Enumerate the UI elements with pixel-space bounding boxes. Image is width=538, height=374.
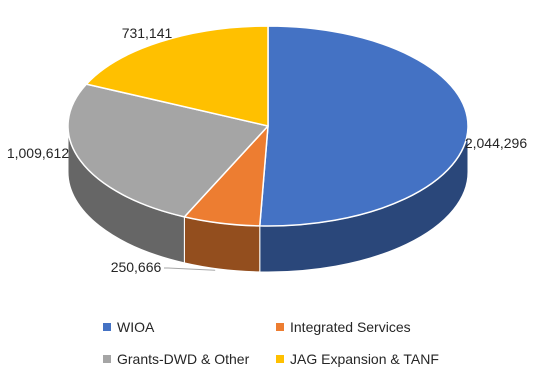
data-label-jag-expansion: 731,141 [122,25,173,41]
data-label-wioa: 2,044,296 [465,135,527,151]
pie-slice-grants-dwd [67,83,269,218]
leader-lines [164,267,216,271]
pie-sides [67,125,469,273]
pie-slice-wioa [259,25,469,227]
pie-tops [67,25,469,227]
data-label-grants-dwd: 1,009,612 [7,145,69,161]
data-labels: 2,044,296 250,666 1,009,612 731,141 [7,25,527,275]
leader-line-integrated-services [164,267,216,271]
pie-slice-jag-expansion [85,25,269,127]
data-label-integrated-services: 250,666 [111,259,162,275]
